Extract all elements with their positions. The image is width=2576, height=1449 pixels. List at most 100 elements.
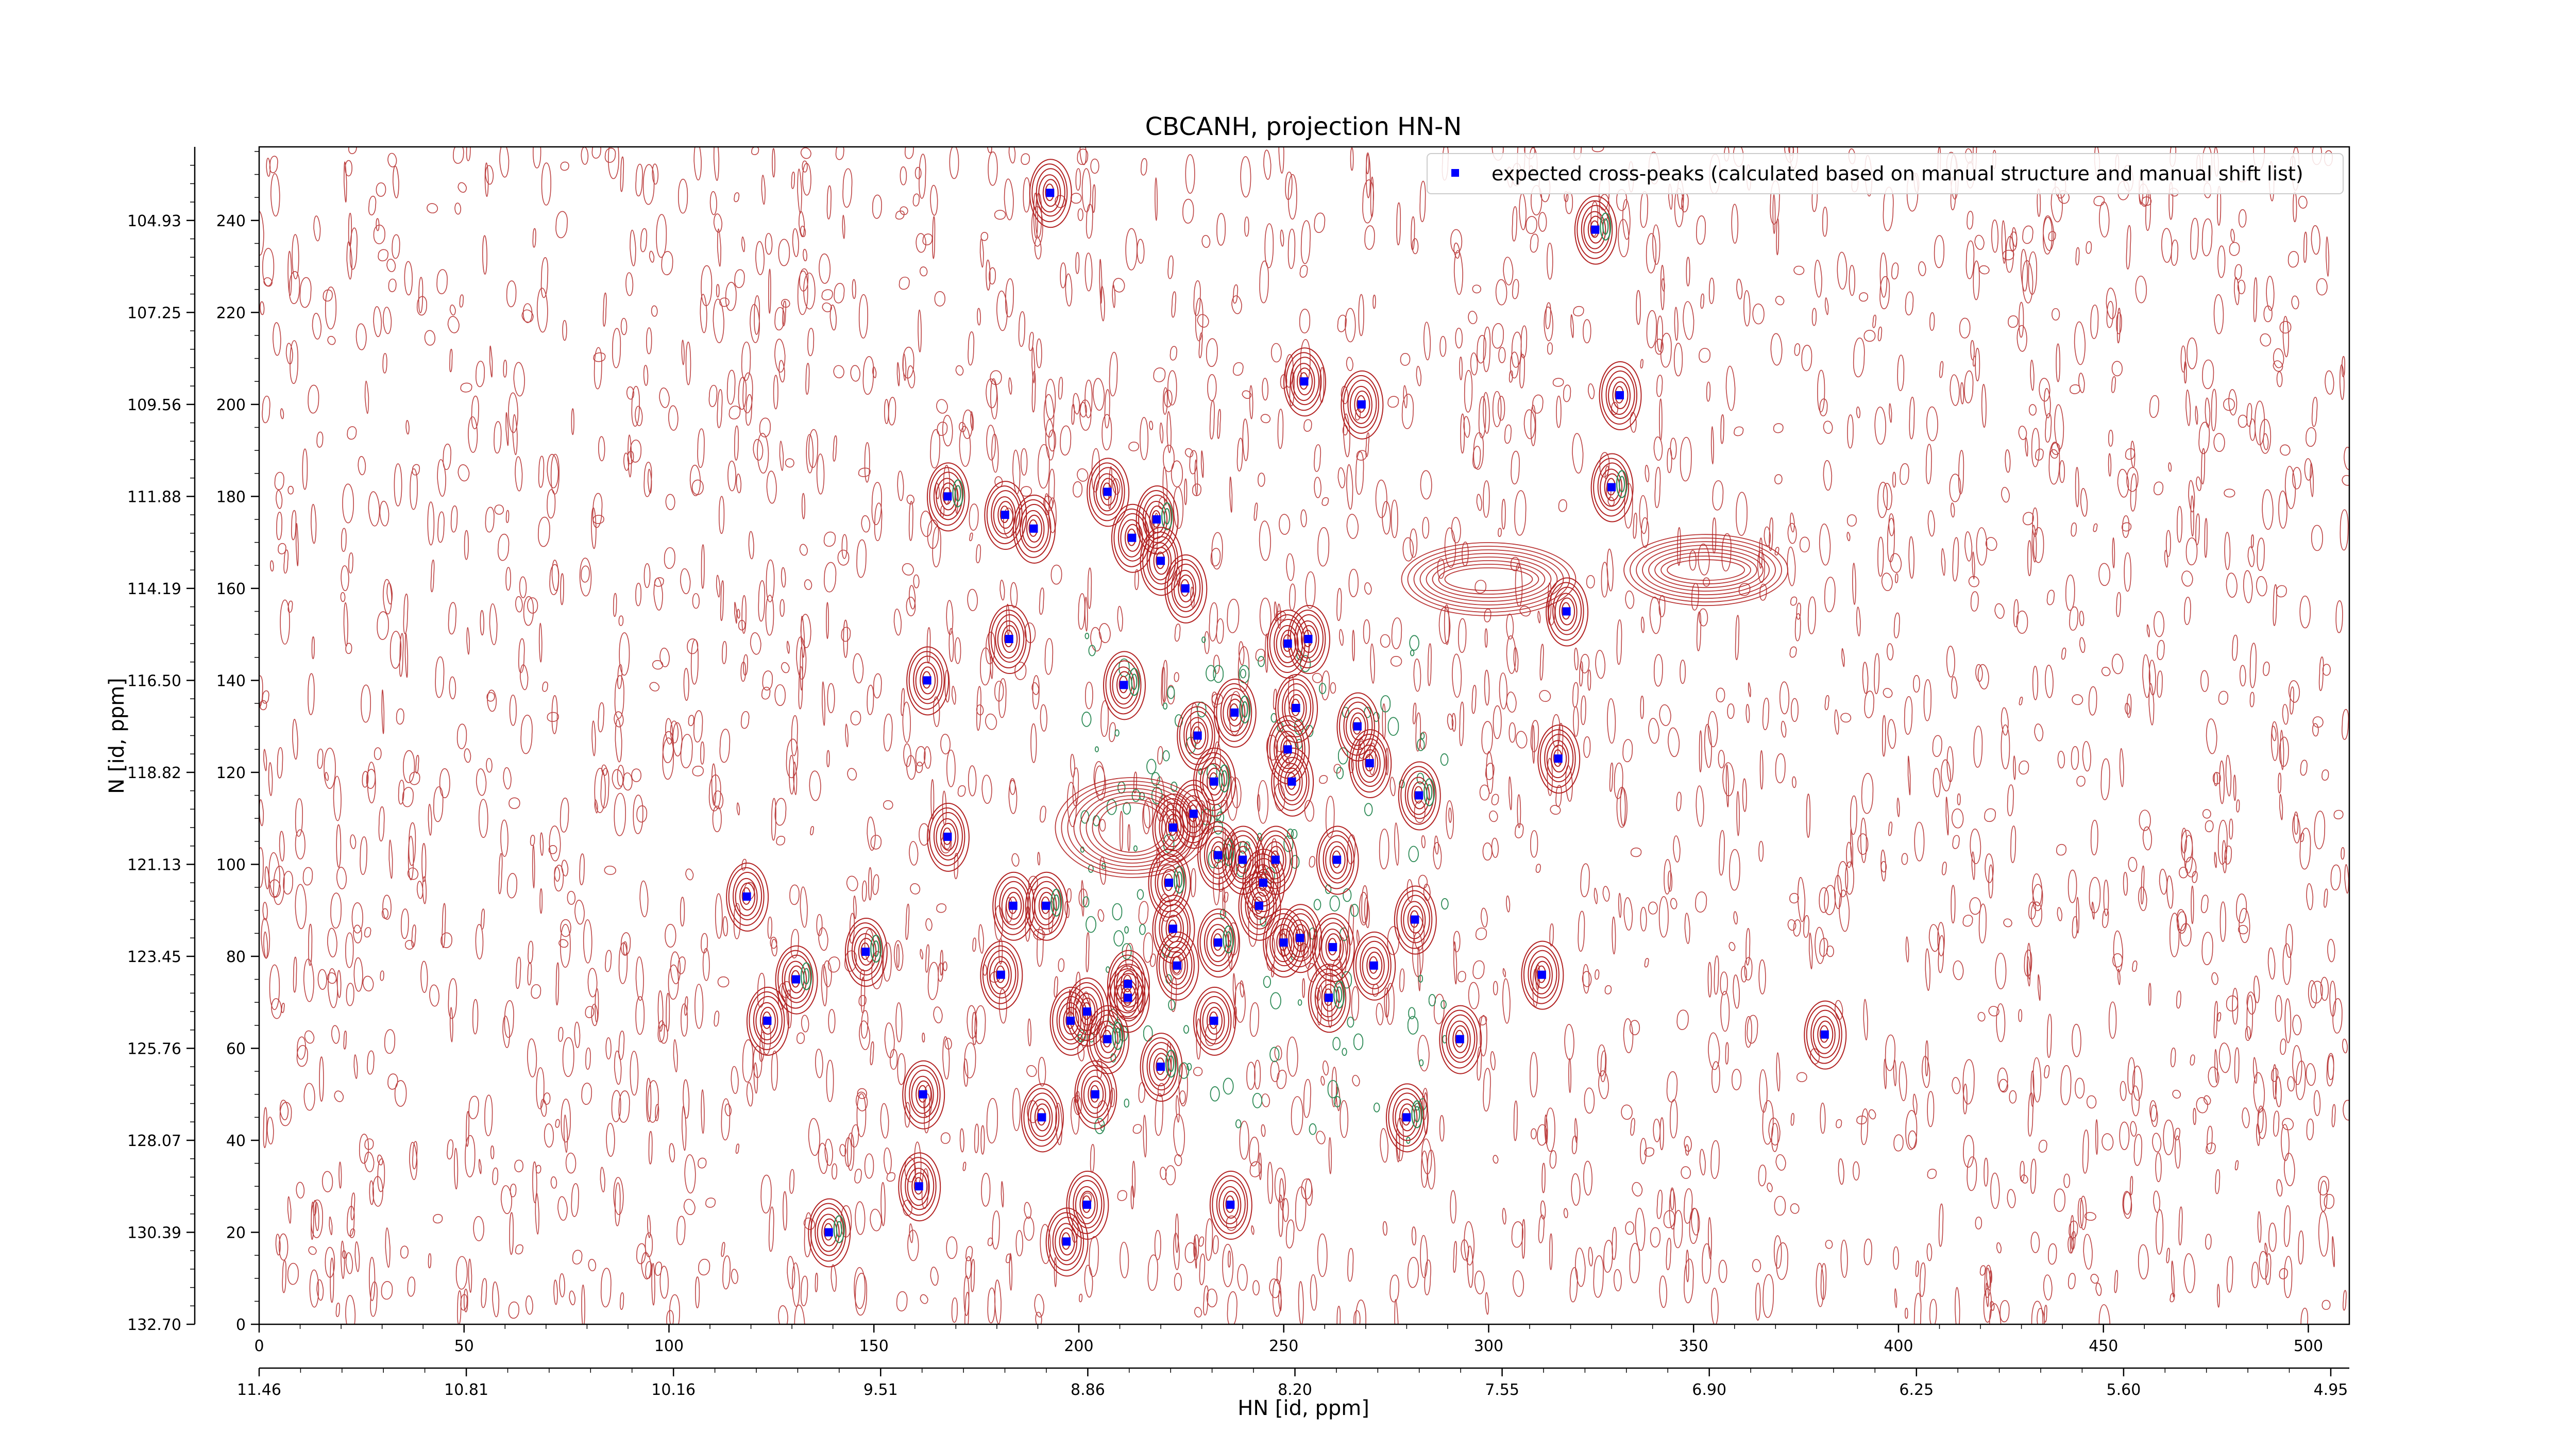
contour-band bbox=[1079, 791, 1185, 864]
peak-contour-negative bbox=[1225, 931, 1232, 948]
peak-contour bbox=[1407, 777, 1430, 815]
peak-contour bbox=[1528, 950, 1557, 999]
contour-band bbox=[1623, 534, 1788, 606]
peak-contour bbox=[1089, 462, 1125, 521]
peak-contour bbox=[817, 1214, 840, 1252]
peak-contour-negative bbox=[1602, 218, 1609, 235]
cross-peak-marker bbox=[1214, 851, 1223, 860]
cross-peak-marker bbox=[1164, 879, 1173, 887]
peak-contour bbox=[1276, 731, 1299, 769]
peak-contour bbox=[1190, 721, 1207, 750]
peak-contour bbox=[1163, 940, 1193, 989]
peak-contour bbox=[1103, 651, 1146, 720]
x-ppm-tick-label: 6.25 bbox=[1899, 1381, 1934, 1399]
contour-band-group bbox=[1623, 534, 1788, 606]
peak-contour bbox=[1218, 1186, 1242, 1224]
peak-contour-group bbox=[1074, 1060, 1117, 1130]
peak-contour bbox=[1021, 1083, 1064, 1153]
peak-contour-negative bbox=[800, 962, 812, 990]
peak-contour bbox=[987, 950, 1016, 999]
peak-contour bbox=[1146, 536, 1176, 585]
peak-contour bbox=[784, 961, 807, 999]
y-ppm-tick-label: 118.82 bbox=[127, 764, 181, 782]
peak-contour bbox=[1068, 1175, 1105, 1234]
peak-contour bbox=[1284, 689, 1307, 728]
peak-contour bbox=[1199, 996, 1229, 1044]
peak-contour bbox=[1366, 951, 1383, 980]
peak-contour bbox=[906, 646, 950, 716]
peak-contour bbox=[1199, 825, 1236, 885]
peak-contour bbox=[1293, 924, 1309, 952]
cross-peak-marker bbox=[1042, 901, 1050, 910]
peak-contour bbox=[1314, 918, 1351, 977]
cross-peak-marker bbox=[1255, 901, 1263, 910]
cross-peak-marker bbox=[1062, 1237, 1071, 1246]
cross-peak-marker bbox=[1300, 377, 1309, 386]
peak-contour bbox=[1817, 1020, 1834, 1049]
peak-contour-group bbox=[726, 862, 769, 932]
peak-contour-group bbox=[1521, 940, 1564, 1010]
peak-contour-negative bbox=[1218, 764, 1230, 793]
peak-contour bbox=[1267, 609, 1310, 679]
peak-contour bbox=[808, 1198, 851, 1268]
peak-contour bbox=[1597, 462, 1627, 511]
peak-contour bbox=[1400, 766, 1437, 825]
peak-contour bbox=[1452, 1025, 1469, 1053]
peak-contour bbox=[1183, 711, 1213, 760]
peak-contour bbox=[1212, 1175, 1248, 1234]
cross-peak-marker bbox=[1292, 703, 1300, 712]
expected-cross-peaks-markers bbox=[742, 189, 1829, 1246]
peak-contour bbox=[1544, 734, 1574, 783]
peak-contour bbox=[1113, 973, 1143, 1022]
peak-contour bbox=[1263, 841, 1286, 880]
cross-peak-marker bbox=[1304, 635, 1313, 644]
peak-contour bbox=[1554, 593, 1578, 631]
peak-contour bbox=[1285, 352, 1322, 411]
cross-peak-marker bbox=[1124, 993, 1132, 1002]
y-tick-label: 40 bbox=[226, 1132, 246, 1150]
y-tick-label: 220 bbox=[216, 304, 246, 322]
peak-contour-group bbox=[1287, 605, 1330, 675]
peak-contour bbox=[1403, 901, 1426, 939]
peak-contour bbox=[1170, 951, 1186, 980]
peak-contour bbox=[1290, 610, 1326, 669]
peak-contour bbox=[1353, 931, 1396, 1001]
peak-contour bbox=[1171, 563, 1201, 612]
peak-contour bbox=[1249, 858, 1279, 907]
peak-contour bbox=[995, 614, 1025, 663]
peak-contour-negative bbox=[1114, 1027, 1121, 1044]
peak-contour-group bbox=[1279, 904, 1323, 973]
peak-contour bbox=[1265, 913, 1301, 972]
peak-contour bbox=[1223, 1190, 1239, 1219]
peak-contour bbox=[1349, 729, 1392, 799]
cross-peak-marker bbox=[1820, 1030, 1829, 1039]
peak-contour-group bbox=[1398, 761, 1441, 831]
peak-contour bbox=[1349, 385, 1372, 424]
contour-band bbox=[1055, 777, 1210, 878]
peak-contour bbox=[1107, 950, 1150, 1019]
peak-contour bbox=[810, 1203, 846, 1262]
cross-peak-marker bbox=[914, 1182, 923, 1191]
cross-peak-marker bbox=[1189, 810, 1198, 818]
cross-peak-marker bbox=[1325, 993, 1333, 1002]
peak-contour bbox=[1605, 370, 1635, 419]
peak-contour bbox=[1193, 986, 1236, 1056]
cross-peak-marker bbox=[1103, 1035, 1112, 1043]
contour-noise-layer bbox=[259, 147, 2349, 1324]
peak-contour-group bbox=[1209, 1170, 1252, 1240]
peak-contour bbox=[1052, 991, 1089, 1050]
peak-contour bbox=[1521, 940, 1564, 1010]
peak-contour-negative bbox=[1423, 778, 1435, 806]
cross-peak-marker bbox=[1103, 487, 1112, 496]
peak-contour bbox=[1325, 841, 1348, 880]
peak-contour bbox=[1031, 881, 1061, 930]
peak-contour bbox=[902, 1060, 945, 1130]
x-tick-label: 100 bbox=[654, 1337, 684, 1355]
contour-band bbox=[1636, 541, 1776, 599]
peak-contour bbox=[1271, 747, 1314, 817]
peak-contour bbox=[1283, 347, 1326, 417]
cross-peak-marker bbox=[1365, 759, 1374, 768]
peak-contour bbox=[1059, 1227, 1075, 1256]
peak-contour bbox=[755, 1002, 778, 1040]
peak-contour bbox=[1076, 1065, 1113, 1124]
